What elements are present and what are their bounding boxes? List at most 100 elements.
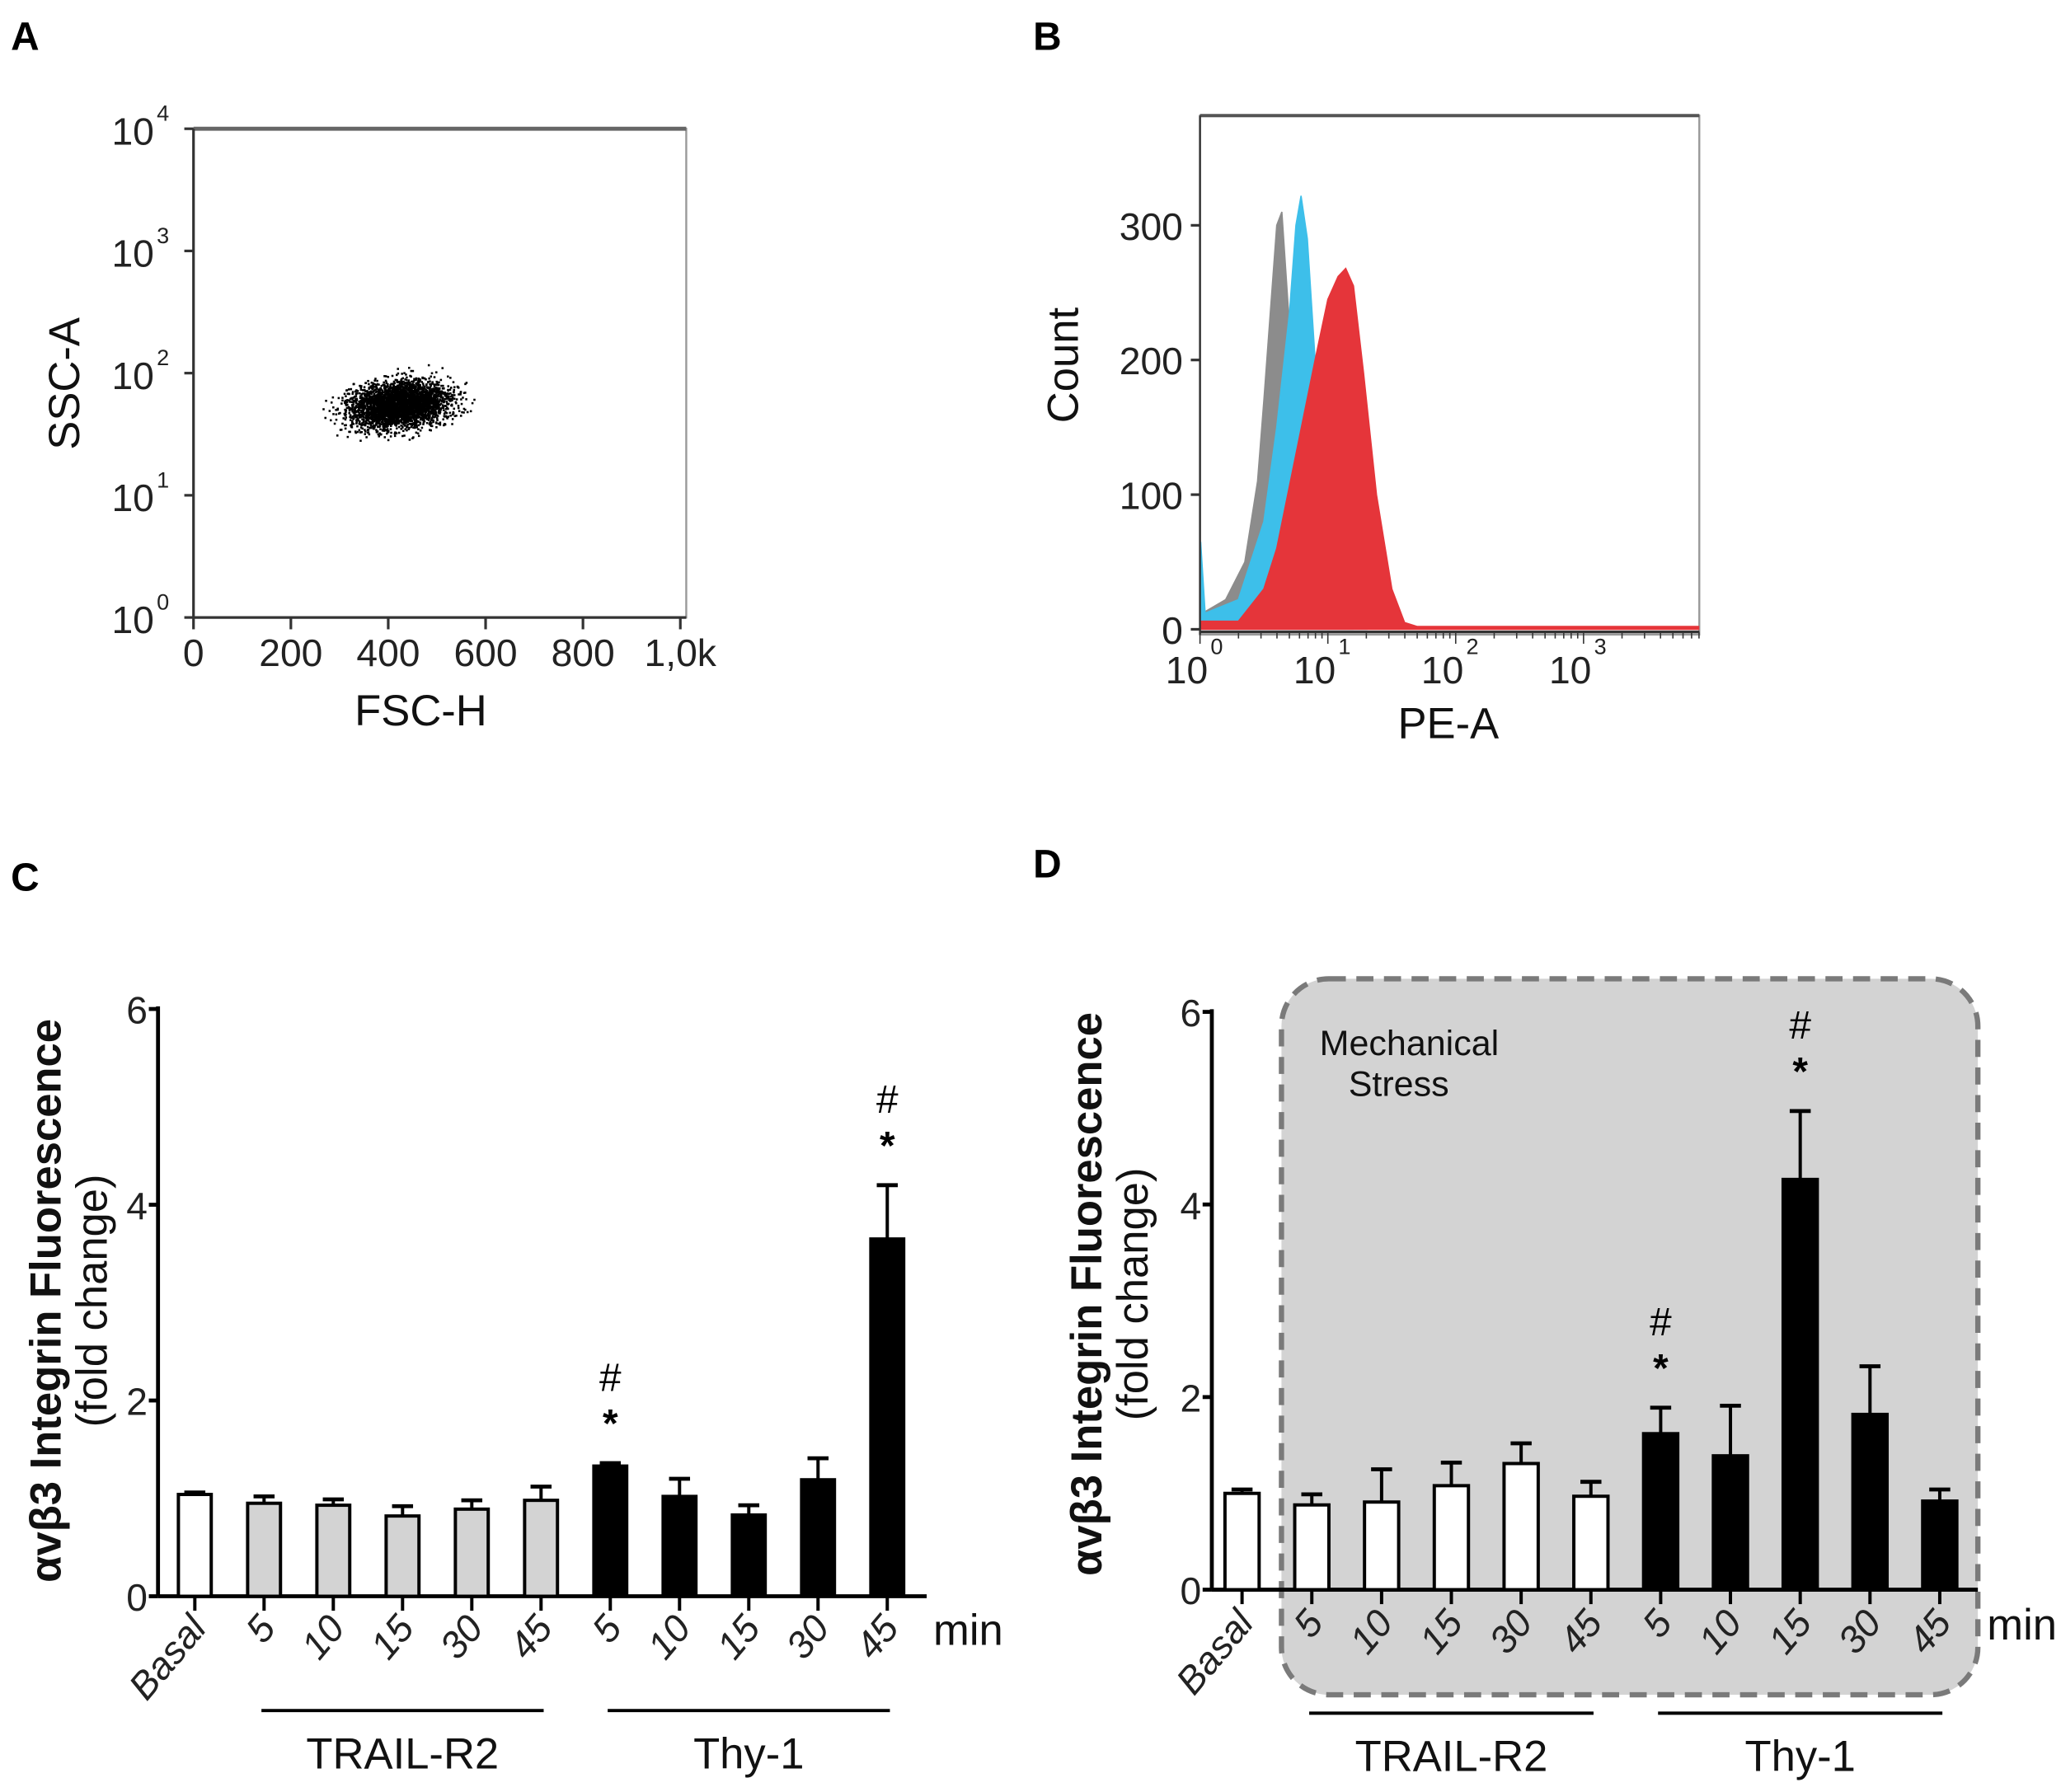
scatter-point [375,395,378,398]
scatter-point [368,412,370,415]
scatter-point [397,402,401,405]
scatter-point [352,417,355,420]
scatter-point [408,382,411,384]
scatter-point [411,424,414,427]
scatter-point [377,417,379,420]
scatter-point [421,376,424,379]
scatter-point [412,401,415,404]
scatter-point [369,405,373,407]
scatter-point [350,420,354,423]
scatter-point [359,384,361,387]
scatter-point [426,381,430,384]
scatter-point [372,400,375,402]
scatter-point [393,392,397,395]
scatter-point [362,392,364,395]
scatter-point [351,406,354,409]
x-tick-label: 0 [183,631,204,674]
bar-thy-1-15 [730,1513,768,1598]
scatter-point [349,430,351,434]
scatter-point [364,424,366,427]
scatter-point [465,398,467,401]
scatter-point [419,429,422,432]
scatter-point [382,422,385,425]
scatter-point [371,419,374,422]
scatter-point [357,406,359,409]
scatter-point [359,401,363,404]
scatter-point [387,387,390,391]
scatter-point [421,413,424,416]
scatter-point [428,377,430,380]
scatter-point [392,411,395,415]
scatter-point [420,381,424,383]
scatter-point [425,396,429,399]
scatter-point [409,419,412,422]
scatter-point [399,404,402,406]
scatter-point [372,416,374,420]
scatter-point [350,424,353,426]
scatter-point [371,409,373,411]
scatter-point [387,404,390,407]
scatter-point [407,401,410,404]
scatter-point [368,392,370,395]
scatter-point [359,439,362,443]
scatter-point [404,378,406,381]
scatter-point [381,420,384,423]
scatter-point [369,406,371,409]
y-tick-exponent: 1 [157,467,169,492]
scatter-point [425,388,427,391]
scatter-point [344,414,346,417]
scatter-point [430,389,433,392]
scatter-point [401,429,405,433]
bar-thy-1-45 [1921,1499,1959,1592]
scatter-point [355,415,358,419]
scatter-point [453,386,456,388]
scatter-point [345,416,348,419]
scatter-point [413,415,416,417]
scatter-point [459,415,462,417]
x-tick-label: 45 [500,1607,561,1667]
y-tick-exponent: 4 [157,101,169,126]
x-unit-label: min [933,1606,1003,1654]
scatter-point [383,390,387,393]
scatter-point [435,414,439,417]
scatter-point [413,383,415,387]
scatter-point [359,403,363,406]
scatter-point [392,395,395,398]
scatter-point [386,399,388,402]
scatter-point [425,403,428,406]
scatter-point [382,405,385,407]
scatter-point [361,403,364,406]
scatter-point [383,415,386,419]
scatter-point [392,396,394,399]
scatter-point [378,411,381,415]
scatter-point [359,431,362,434]
scatter-point [389,416,392,420]
scatter-point [426,391,430,394]
scatter-point [389,435,392,438]
scatter-point [384,385,387,388]
scatter-point [369,403,373,406]
scatter-point [428,402,431,406]
scatter-point [437,388,440,392]
y-tick-exponent: 2 [157,345,169,370]
scatter-point [418,396,421,399]
scatter-point [368,386,371,389]
scatter-point [434,387,437,389]
scatter-point [359,426,363,429]
scatter-point [345,389,349,392]
scatter-point [418,403,421,406]
scatter-point [430,408,434,411]
scatter-point [435,426,438,429]
scatter-point [397,419,400,421]
scatter-point [378,400,380,402]
scatter-point [349,415,351,419]
bar-trail-r2-30 [453,1507,491,1598]
scatter-point [354,390,357,393]
scatter-point [341,396,344,399]
group-label: Thy-1 [1744,1732,1855,1780]
scatter-point [367,397,369,401]
bar-trail-r2-15 [384,1514,421,1598]
bar-trail-r2-30 [1502,1461,1540,1592]
scatter-point [412,381,415,383]
y-tick-label: 10 [111,110,153,152]
